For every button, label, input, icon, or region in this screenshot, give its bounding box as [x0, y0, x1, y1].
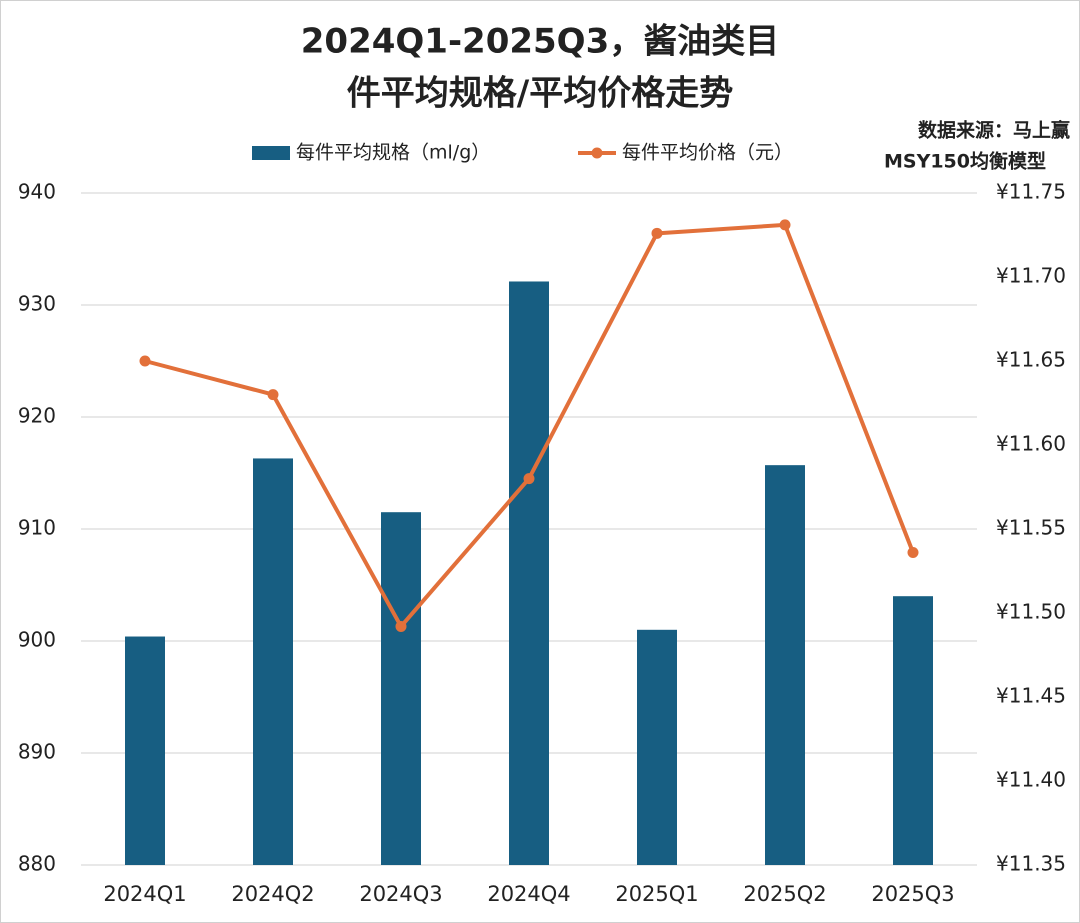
y-tick-label: 930	[18, 292, 56, 316]
x-tick-label: 2024Q1	[103, 882, 186, 906]
y-tick-label: 920	[18, 404, 56, 428]
x-tick-label: 2025Q3	[871, 882, 954, 906]
bar	[253, 458, 293, 865]
x-tick-label: 2025Q1	[615, 882, 698, 906]
y-tick-label: 880	[18, 852, 56, 876]
bar	[637, 629, 677, 865]
legend-label: 每件平均规格（ml/g）	[296, 142, 490, 164]
x-tick-label: 2024Q2	[231, 882, 314, 906]
y2-tick-label: ¥11.75	[996, 180, 1066, 204]
y-tick-label: 940	[18, 180, 56, 204]
legend-swatch	[591, 147, 603, 159]
y-tick-label: 900	[18, 628, 56, 652]
y2-tick-label: ¥11.65	[996, 348, 1066, 372]
bar	[509, 281, 549, 866]
bar	[381, 512, 421, 865]
point	[651, 227, 663, 239]
bar	[765, 465, 805, 865]
y-tick-label: 910	[18, 516, 56, 540]
y2-tick-label: ¥11.40	[996, 768, 1066, 792]
point	[395, 620, 407, 632]
legend-label: 每件平均价格（元）	[622, 142, 793, 164]
y2-tick-label: ¥11.45	[996, 684, 1066, 708]
y2-tick-label: ¥11.70	[996, 264, 1066, 288]
legend-swatch	[252, 146, 290, 160]
y2-tick-label: ¥11.35	[996, 852, 1066, 876]
point	[523, 473, 535, 485]
point	[779, 219, 791, 231]
x-tick-label: 2024Q4	[487, 882, 570, 906]
bar	[125, 636, 165, 865]
y2-tick-label: ¥11.50	[996, 600, 1066, 624]
y-tick-label: 890	[18, 740, 56, 764]
y2-tick-label: ¥11.55	[996, 516, 1066, 540]
y2-tick-label: ¥11.60	[996, 432, 1066, 456]
chart-title: 件平均规格/平均价格走势	[347, 74, 733, 114]
source-note: MSY150均衡模型	[884, 150, 1046, 173]
source-note: 数据来源：马上赢	[918, 119, 1070, 142]
chart-title: 2024Q1-2025Q3，酱油类目	[301, 22, 780, 62]
point	[907, 547, 919, 559]
point	[267, 389, 279, 401]
bar	[893, 596, 933, 865]
x-tick-label: 2024Q3	[359, 882, 442, 906]
point	[139, 355, 151, 367]
x-tick-label: 2025Q2	[743, 882, 826, 906]
